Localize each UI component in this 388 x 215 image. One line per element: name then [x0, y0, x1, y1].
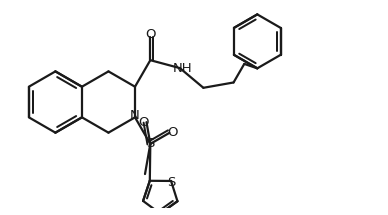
Text: O: O [167, 126, 178, 139]
Text: O: O [138, 116, 149, 129]
Text: N: N [129, 109, 139, 122]
Text: NH: NH [173, 62, 193, 75]
Text: S: S [146, 137, 154, 150]
Text: O: O [145, 28, 156, 41]
Text: S: S [167, 176, 175, 189]
